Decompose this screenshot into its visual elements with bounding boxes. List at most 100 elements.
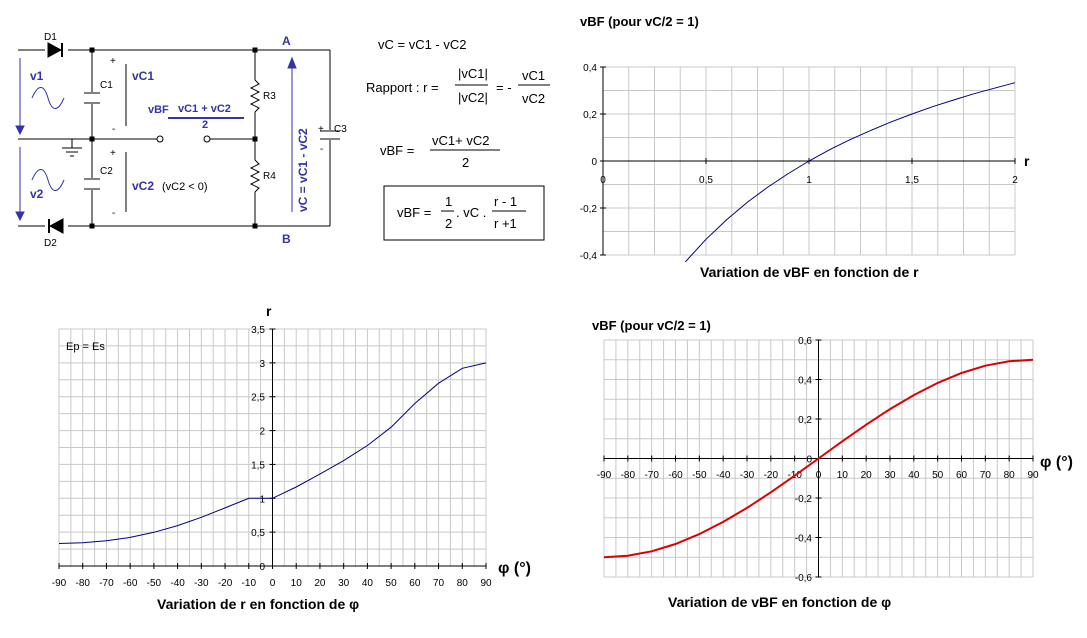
series-line	[685, 82, 1016, 263]
vc2-plus: +	[110, 148, 116, 159]
x-tick-label: -40	[716, 470, 731, 481]
arrow-head-icon	[15, 125, 25, 136]
chart2-xlabel: φ (°)	[1040, 454, 1073, 471]
y-tick-label: 0	[806, 455, 812, 466]
junction-dot	[89, 223, 95, 229]
y-tick-label: 0,2	[583, 110, 597, 121]
label-c3: C3	[334, 124, 347, 135]
diode-d2-icon	[48, 218, 64, 234]
arrow-head-icon	[287, 56, 297, 69]
c3-plus: +	[318, 124, 324, 135]
x-tick-label: -50	[147, 578, 162, 589]
y-tick-label: 0	[591, 157, 597, 168]
chart0-xlabel: r	[1024, 153, 1030, 169]
source-annotations	[15, 56, 297, 222]
vbf-numerator: vC1 + vC2	[178, 103, 231, 115]
result-box	[383, 185, 545, 241]
x-tick-label: -90	[52, 578, 67, 589]
y-tick-label: -0,6	[795, 573, 813, 584]
label-vbf: vBF	[148, 104, 169, 116]
x-tick-label: -90	[597, 470, 612, 481]
formula-rapport-label: Rapport : r =	[366, 80, 439, 95]
vbf-denominator: 2	[202, 119, 208, 131]
formula-eq-minus: = -	[496, 80, 512, 95]
y-tick-label: 0,2	[798, 415, 812, 426]
formula-vc: vC = vC1 - vC2	[378, 37, 467, 52]
arrow-head-icon	[15, 211, 25, 222]
chart2-title: vBF (pour vC/2 = 1)	[592, 318, 711, 333]
diode-d1-icon	[47, 42, 63, 58]
junction-dot	[252, 47, 258, 53]
x-tick-label: 40	[362, 578, 374, 589]
y-tick-label: 0,6	[798, 336, 812, 347]
chart1-xlabel: φ (°)	[498, 560, 531, 577]
chart1-ylabel: r	[266, 303, 272, 319]
x-tick-label: 50	[386, 578, 398, 589]
x-tick-label: 60	[956, 470, 968, 481]
x-tick-label: -10	[242, 578, 257, 589]
terminal	[203, 135, 211, 143]
vc1-plus: +	[110, 56, 116, 67]
x-tick-label: -70	[99, 578, 114, 589]
x-tick-label: 80	[1004, 470, 1016, 481]
label-vc2: vC2	[132, 179, 154, 193]
box-r-num: r - 1	[494, 194, 517, 209]
junction-dot	[89, 136, 95, 142]
formula-vbf-num: vC1+ vC2	[432, 133, 489, 148]
circuit-diagram	[18, 42, 340, 234]
label-d2: D2	[44, 238, 57, 249]
x-tick-label: 1	[806, 175, 812, 186]
y-tick-label: -0,2	[795, 494, 813, 505]
node-a: A	[282, 34, 291, 48]
chart0-caption: Variation de vBF en fonction de r	[700, 264, 919, 280]
box-r-den: r +1	[494, 216, 517, 231]
x-tick-label: 80	[457, 578, 469, 589]
box-half-den: 2	[445, 216, 452, 231]
formula-frac-num: vC1	[522, 68, 545, 83]
y-tick-label: 1,5	[251, 460, 265, 471]
c3-minus: -	[320, 144, 323, 155]
chart-r-vs-phi: -90 -80 -70 -60 -50 -40 -30 -20 -10 0 10 20 30 40 50 60…	[52, 325, 492, 589]
x-tick-label: 40	[908, 470, 920, 481]
y-tick-label: 3,5	[251, 325, 265, 336]
x-tick-label: 20	[861, 470, 873, 481]
x-tick-label: 70	[433, 578, 445, 589]
x-tick-label: 60	[409, 578, 421, 589]
x-tick-label: 20	[314, 578, 326, 589]
formula-abs-den: |vC2|	[458, 90, 488, 105]
y-tick-label: 0	[259, 562, 265, 573]
chart1-annotation: Ep = Es	[66, 341, 105, 353]
x-tick-label: -70	[644, 470, 659, 481]
x-tick-label: 2	[1012, 175, 1018, 186]
label-v2: v2	[30, 187, 44, 201]
terminal	[156, 135, 164, 143]
series-line	[603, 358, 1034, 559]
x-tick-label: -80	[75, 578, 90, 589]
junction-dot	[252, 223, 258, 229]
label-c2: C2	[100, 166, 113, 177]
x-tick-label: -40	[170, 578, 185, 589]
y-tick-label: 1	[259, 494, 265, 505]
x-tick-label: 90	[480, 578, 492, 589]
y-tick-label: -0,2	[580, 204, 598, 215]
y-tick-label: -0,4	[795, 534, 813, 545]
x-tick-label: -20	[764, 470, 779, 481]
sine-v2-icon	[31, 169, 65, 191]
x-tick-label: 0	[270, 578, 276, 589]
x-tick-label: 10	[837, 470, 849, 481]
label-r4: R4	[263, 171, 276, 182]
vc1-minus: -	[112, 124, 115, 135]
label-vc-vertical: vC = vC1 - vC2	[296, 128, 310, 212]
chart-vbf-vs-phi: -90 -80 -70 -60 -50 -40 -30 -20 -10 0 10 20 30 40 50 60…	[597, 336, 1039, 584]
x-tick-label: -50	[692, 470, 707, 481]
formula-frac-den: vC2	[522, 91, 545, 106]
chart-vbf-vs-r: 0 0,5 1 1,5 2 0,4 0,2 0 -0,2 -0,4	[580, 63, 1018, 263]
x-tick-label: 30	[884, 470, 896, 481]
x-tick-label: -60	[668, 470, 683, 481]
series-line	[58, 362, 487, 544]
x-tick-label: 90	[1027, 470, 1039, 481]
vc2-minus: -	[112, 208, 115, 219]
x-tick-label: 0,5	[699, 175, 713, 186]
